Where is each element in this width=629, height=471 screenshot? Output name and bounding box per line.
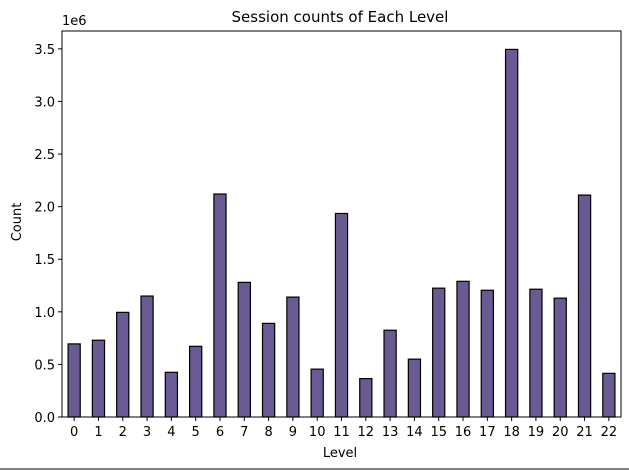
plot-frame	[61, 30, 622, 418]
x-tick-label: 13	[382, 425, 399, 440]
x-tick-label: 21	[576, 425, 593, 440]
x-tick-label: 10	[309, 425, 326, 440]
x-axis-label: Level	[323, 446, 357, 461]
chart-title: Session counts of Each Level	[232, 8, 449, 26]
bar-level-5	[189, 345, 203, 418]
bar-level-13	[383, 329, 397, 418]
bar-level-21	[577, 194, 592, 418]
x-tick-label: 5	[192, 425, 200, 440]
bar-level-6	[213, 193, 227, 418]
y-tick-label: 3.0	[34, 95, 55, 110]
y-axis-multiplier: 1e6	[62, 14, 87, 29]
bar-level-11	[334, 212, 349, 418]
bar-level-0	[67, 343, 81, 418]
x-tick-label: 12	[358, 425, 375, 440]
bar-level-20	[553, 297, 567, 418]
bar-level-10	[310, 368, 324, 418]
y-ticks-group: 0.0 0.5 1.0 1.5 2.0 2.5 3.0 3.5	[34, 43, 62, 426]
x-tick-label: 4	[167, 425, 175, 440]
x-tick-label: 2	[119, 425, 127, 440]
y-tick-label: 1.0	[34, 306, 55, 321]
bar-level-19	[529, 288, 543, 418]
bar-level-14	[407, 358, 422, 418]
bar-level-22	[602, 372, 616, 418]
x-tick-label: 7	[240, 425, 248, 440]
bar-level-2	[116, 311, 130, 418]
x-tick-label: 3	[143, 425, 151, 440]
bar-level-15	[432, 287, 446, 418]
bar-level-12	[359, 378, 373, 418]
x-tick-label: 15	[430, 425, 447, 440]
y-tick-label: 1.5	[34, 253, 55, 268]
y-tick-label: 0.0	[34, 411, 55, 426]
x-tick-label: 0	[70, 425, 78, 440]
x-tick-label: 17	[479, 425, 496, 440]
bar-level-1	[91, 339, 106, 418]
y-tick-label: 0.5	[34, 358, 55, 373]
x-tick-label: 6	[216, 425, 224, 440]
y-axis-label: Count	[10, 203, 25, 242]
x-tick-label: 19	[528, 425, 545, 440]
bar-level-18	[504, 48, 519, 418]
bar-level-3	[140, 295, 154, 418]
x-tick-label: 8	[264, 425, 272, 440]
x-tick-label: 22	[601, 425, 618, 440]
bar-level-9	[286, 296, 300, 418]
y-tick-label: 2.0	[34, 201, 55, 216]
x-tick-label: 18	[503, 425, 520, 440]
y-tick-label: 3.5	[34, 43, 55, 58]
bar-level-4	[164, 371, 179, 418]
x-tick-label: 11	[333, 425, 350, 440]
bar-level-8	[261, 322, 276, 418]
bar-level-7	[237, 281, 251, 418]
x-tick-label: 16	[455, 425, 472, 440]
x-tick-label: 20	[552, 425, 569, 440]
x-tick-label: 14	[406, 425, 423, 440]
y-tick-label: 2.5	[34, 148, 55, 163]
bar-level-17	[480, 289, 494, 418]
x-tick-label: 9	[289, 425, 297, 440]
x-ticks-group: 0 1 2 3 4 5 6 7 8 9 10 11 12 13 14 15 16 17 18 19 20 21 22	[70, 417, 617, 440]
x-tick-label: 1	[94, 425, 102, 440]
bar-level-16	[456, 280, 470, 418]
